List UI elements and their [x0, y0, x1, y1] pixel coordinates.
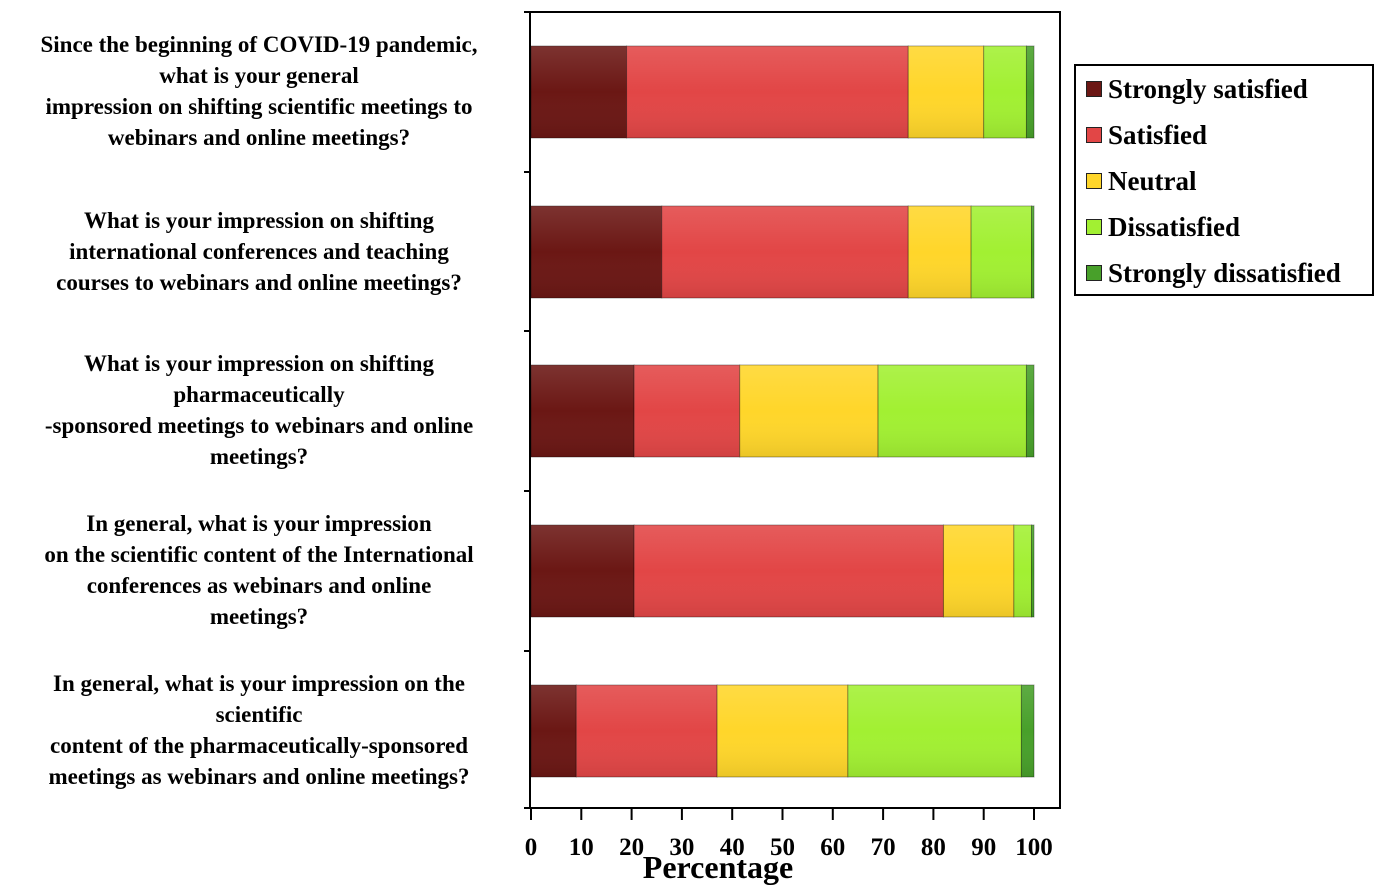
legend-label: Strongly satisfied [1108, 73, 1308, 104]
legend-item: Neutral [1086, 166, 1196, 196]
x-tick-label: 10 [569, 834, 594, 861]
legend-swatch [1086, 265, 1102, 281]
bar-shade [878, 365, 1027, 457]
bar-shade [739, 365, 879, 457]
bar-shade [1031, 525, 1034, 617]
bar-shade [626, 46, 909, 138]
legend-item: Satisfied [1086, 120, 1207, 150]
bar-shade [531, 685, 577, 777]
bar-shade [634, 365, 740, 457]
bar-shade [634, 525, 944, 617]
legend-swatch [1086, 219, 1102, 235]
x-tick-label: 0 [525, 834, 538, 861]
legend-label: Neutral [1108, 165, 1197, 196]
y-category-label: Since the beginning of COVID-19 pandemic… [40, 32, 478, 150]
bar-shade [908, 46, 984, 138]
y-category-label: In general, what is your impression on t… [44, 511, 474, 629]
bar-shade [1013, 525, 1032, 617]
x-tick-label: 80 [921, 834, 946, 861]
bar-shade [531, 365, 635, 457]
bar-shade [1026, 46, 1034, 138]
bar-shade [531, 525, 635, 617]
x-tick-label: 40 [720, 834, 745, 861]
x-tick-label: 100 [1015, 834, 1053, 861]
x-tick-label: 70 [871, 834, 896, 861]
bar-shade [717, 685, 848, 777]
bar-shade [661, 206, 909, 298]
bar-shade [943, 525, 1014, 617]
bar-shade [847, 685, 1022, 777]
x-tick-label: 90 [971, 834, 996, 861]
legend-swatch [1086, 81, 1102, 97]
bar-shade [531, 206, 662, 298]
bar-shade [1021, 685, 1034, 777]
x-tick-label: 20 [619, 834, 644, 861]
x-tick-label: 50 [770, 834, 795, 861]
legend-item: Strongly dissatisfied [1086, 258, 1341, 288]
bar-shade [576, 685, 718, 777]
x-axis-label: Percentage [643, 849, 793, 885]
legend-swatch [1086, 127, 1102, 143]
legend-item: Dissatisfied [1086, 212, 1240, 242]
bar-shade [971, 206, 1032, 298]
x-tick-label: 30 [669, 834, 694, 861]
legend-item: Strongly satisfied [1086, 74, 1308, 104]
y-category-label: What is your impression on shifting inte… [56, 207, 462, 295]
bar-shade [908, 206, 972, 298]
bar-shade [1031, 206, 1034, 298]
legend-label: Dissatisfied [1108, 211, 1241, 242]
legend-swatch [1086, 173, 1102, 189]
x-tick-label: 60 [820, 834, 845, 861]
y-category-label: In general, what is your impression on t… [48, 671, 470, 789]
bar-shade [1026, 365, 1034, 457]
y-category-label: What is your impression on shifting phar… [44, 351, 474, 469]
legend-label: Strongly dissatisfied [1108, 257, 1341, 288]
legend: Strongly satisfied Satisfied Neutral Dissat… [1074, 64, 1374, 296]
bar-shade [983, 46, 1027, 138]
legend-label: Satisfied [1108, 119, 1208, 150]
plot-frame [529, 11, 1061, 809]
bar-shade [531, 46, 627, 138]
